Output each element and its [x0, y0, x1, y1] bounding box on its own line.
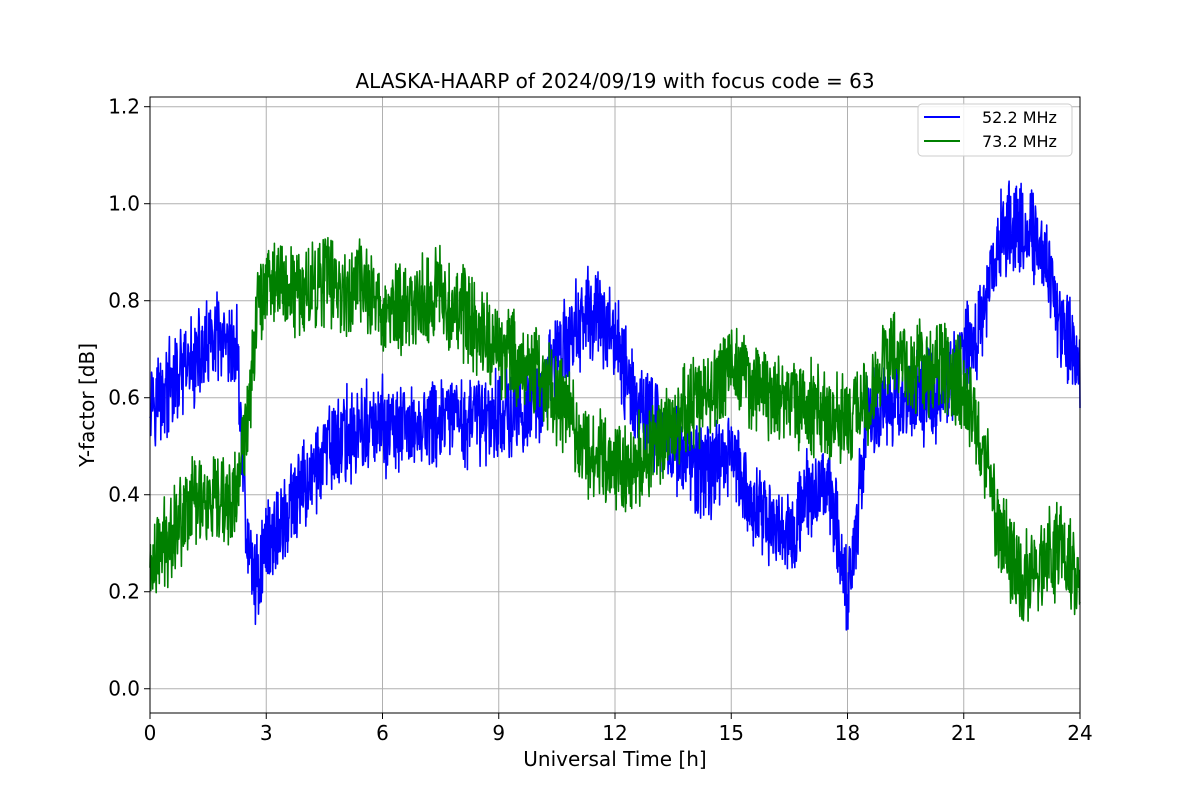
y-tick-label: 0.2: [108, 580, 140, 604]
x-tick-label: 3: [260, 721, 273, 745]
legend: 52.2 MHz 73.2 MHz: [917, 103, 1073, 157]
y-axis-label: Y-factor [dB]: [75, 343, 99, 468]
series-layer: [149, 180, 1081, 631]
x-tick-label: 15: [719, 721, 744, 745]
legend-label-52-mhz: 52.2 MHz: [982, 108, 1057, 127]
x-tick-label: 24: [1067, 721, 1092, 745]
y-tick-label: 1.0: [108, 192, 140, 216]
ticks: 0 3 6 9 12 15 18 21 24 0.0 0.2 0.4 0.6 0.8 1.0 1.2: [108, 95, 1093, 745]
legend-label-73-mhz: 73.2 MHz: [982, 132, 1057, 151]
x-tick-label: 0: [144, 721, 157, 745]
series-line-1: [149, 236, 1081, 622]
chart-title: ALASKA-HAARP of 2024/09/19 with focus co…: [355, 69, 874, 93]
x-tick-label: 18: [835, 721, 860, 745]
x-axis-label: Universal Time [h]: [523, 747, 706, 771]
y-tick-label: 0.8: [108, 289, 140, 313]
y-tick-label: 0.0: [108, 677, 140, 701]
x-tick-label: 6: [376, 721, 389, 745]
x-tick-label: 12: [602, 721, 627, 745]
x-tick-label: 9: [492, 721, 505, 745]
y-tick-label: 0.4: [108, 483, 140, 507]
y-tick-label: 0.6: [108, 386, 140, 410]
x-tick-label: 21: [951, 721, 976, 745]
y-tick-label: 1.2: [108, 95, 140, 119]
